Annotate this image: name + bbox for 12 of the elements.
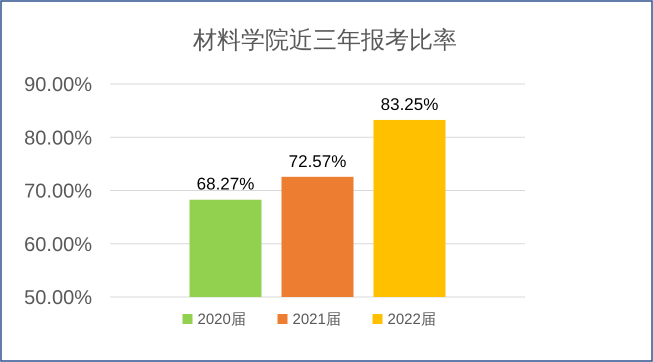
y-tick-label: 90.00% — [24, 74, 92, 96]
data-label: 68.27% — [196, 174, 254, 194]
y-tick-label: 70.00% — [24, 180, 92, 202]
data-label: 72.57% — [288, 152, 346, 171]
legend-label: 2020届 — [198, 311, 246, 328]
y-tick-label: 50.00% — [24, 287, 92, 309]
y-tick-label: 60.00% — [24, 234, 92, 256]
data-label: 83.25% — [380, 94, 438, 114]
chart-title: 材料学院近三年报考比率 — [192, 27, 457, 54]
y-tick-label: 80.00% — [24, 127, 92, 150]
legend-label: 2022届 — [388, 311, 436, 328]
legend-label: 2021届 — [292, 311, 341, 328]
